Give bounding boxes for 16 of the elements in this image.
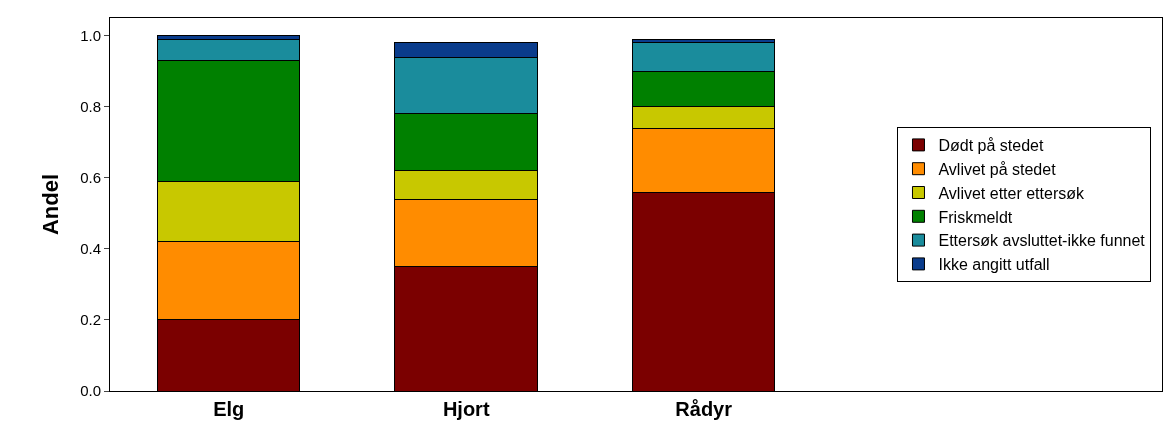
y-tick-label: 0.8 [80, 98, 101, 116]
legend-label: Ettersøk avsluttet-ikke funnet [938, 232, 1146, 250]
y-tick-label: 1.0 [80, 27, 101, 45]
x-tick-label: Hjort [442, 398, 490, 420]
legend-label: Ikke angitt utfall [938, 256, 1050, 274]
legend-label: Avlivet etter ettersøk [938, 184, 1086, 202]
y-axis-title: Andel [37, 173, 63, 236]
legend-label: Friskmeldt [938, 208, 1013, 226]
legend-label: Avlivet på stedet [938, 160, 1057, 178]
legend-label: Dødt på stedet [938, 137, 1044, 155]
y-tick-label: 0.0 [80, 382, 101, 400]
x-tick-label: Rådyr [675, 398, 733, 420]
y-tick-label: 0.6 [80, 169, 101, 187]
y-tick-label: 0.4 [80, 240, 101, 258]
y-tick-label: 0.2 [80, 311, 101, 329]
x-tick-label: Elg [213, 398, 245, 420]
